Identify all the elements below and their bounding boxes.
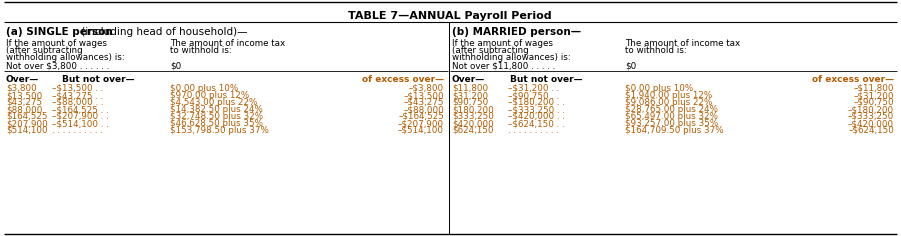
Text: –$420,000: –$420,000 [848, 119, 894, 128]
Text: $93,257.00 plus 35%: $93,257.00 plus 35% [625, 119, 718, 128]
Text: . . . . . . . . . .: . . . . . . . . . . [508, 126, 559, 135]
Text: Over—: Over— [6, 75, 40, 84]
Text: $164,525: $164,525 [6, 112, 48, 121]
Text: –$13,500 . .: –$13,500 . . [52, 84, 104, 93]
Text: $164,709.50 plus 37%: $164,709.50 plus 37% [625, 126, 724, 135]
Text: $14,382.50 plus 24%: $14,382.50 plus 24% [170, 105, 263, 114]
Text: –$207,900 . .: –$207,900 . . [52, 112, 109, 121]
Text: But not over—: But not over— [62, 75, 134, 84]
Text: –$180,200 . .: –$180,200 . . [508, 98, 565, 107]
Text: $0: $0 [170, 62, 181, 71]
Text: $0: $0 [625, 62, 636, 71]
Text: (after subtracting: (after subtracting [6, 46, 83, 55]
Text: –$13,500: –$13,500 [404, 91, 444, 100]
Text: –$420,000 . .: –$420,000 . . [508, 112, 565, 121]
Text: –$11,800: –$11,800 [853, 84, 894, 93]
Text: of excess over—: of excess over— [812, 75, 894, 84]
Text: TABLE 7—ANNUAL Payroll Period: TABLE 7—ANNUAL Payroll Period [348, 11, 551, 21]
Text: $333,250: $333,250 [452, 112, 494, 121]
Text: $31,200: $31,200 [452, 91, 488, 100]
Text: Not over $3,800 . . . . . .: Not over $3,800 . . . . . . [6, 62, 109, 71]
Text: –$31,200: –$31,200 [853, 91, 894, 100]
Text: But not over—: But not over— [510, 75, 583, 84]
Text: –$90,750: –$90,750 [853, 98, 894, 107]
Text: $180,200: $180,200 [452, 105, 494, 114]
Text: $65,497.00 plus 32%: $65,497.00 plus 32% [625, 112, 718, 121]
Text: of excess over—: of excess over— [362, 75, 444, 84]
Text: $0.00 plus 10%: $0.00 plus 10% [170, 84, 238, 93]
Text: If the amount of wages: If the amount of wages [6, 39, 107, 48]
Text: –$207,900: –$207,900 [398, 119, 444, 128]
Text: If the amount of wages: If the amount of wages [452, 39, 553, 48]
Text: –$164,525 . .: –$164,525 . . [52, 105, 109, 114]
Text: –$88,000: –$88,000 [404, 105, 444, 114]
Text: $514,100: $514,100 [6, 126, 48, 135]
Text: $90,750: $90,750 [452, 98, 488, 107]
Text: $28,765.00 plus 24%: $28,765.00 plus 24% [625, 105, 718, 114]
Text: (a) SINGLE person: (a) SINGLE person [6, 27, 113, 37]
Text: –$514,100: –$514,100 [398, 126, 444, 135]
Text: to withhold is:: to withhold is: [170, 46, 232, 55]
Text: $0.00 plus 10%: $0.00 plus 10% [625, 84, 693, 93]
Text: –$624,150: –$624,150 [848, 126, 894, 135]
Text: (including head of household)—: (including head of household)— [78, 27, 248, 37]
Text: $1,940.00 plus 12%: $1,940.00 plus 12% [625, 91, 713, 100]
Text: –$624,150 . .: –$624,150 . . [508, 119, 565, 128]
Text: –$164,525: –$164,525 [398, 112, 444, 121]
Text: –$31,200 . .: –$31,200 . . [508, 84, 560, 93]
Text: –$3,800: –$3,800 [409, 84, 444, 93]
Text: to withhold is:: to withhold is: [625, 46, 687, 55]
Text: –$180,200: –$180,200 [848, 105, 894, 114]
Text: $11,800: $11,800 [452, 84, 488, 93]
Text: $4,543.00 plus 22%: $4,543.00 plus 22% [170, 98, 258, 107]
Text: withholding allowances) is:: withholding allowances) is: [452, 53, 570, 62]
Text: $32,748.50 plus 32%: $32,748.50 plus 32% [170, 112, 263, 121]
Text: $153,798.50 plus 37%: $153,798.50 plus 37% [170, 126, 268, 135]
Text: The amount of income tax: The amount of income tax [170, 39, 285, 48]
Text: $970.00 plus 12%: $970.00 plus 12% [170, 91, 250, 100]
Text: $43,275: $43,275 [6, 98, 42, 107]
Text: $9,086.00 plus 22%: $9,086.00 plus 22% [625, 98, 713, 107]
Text: –$514,100 . .: –$514,100 . . [52, 119, 109, 128]
Text: $420,000: $420,000 [452, 119, 494, 128]
Text: –$90,750 . .: –$90,750 . . [508, 91, 560, 100]
Text: $13,500: $13,500 [6, 91, 42, 100]
Text: –$43,275 . .: –$43,275 . . [52, 91, 104, 100]
Text: $46,628.50 plus 35%: $46,628.50 plus 35% [170, 119, 263, 128]
Text: (after subtracting: (after subtracting [452, 46, 529, 55]
Text: –$333,250 . .: –$333,250 . . [508, 105, 565, 114]
Text: . . . . . . . . . .: . . . . . . . . . . [52, 126, 103, 135]
Text: $88,000: $88,000 [6, 105, 42, 114]
Text: Not over $11,800 . . . . .: Not over $11,800 . . . . . [452, 62, 555, 71]
Text: withholding allowances) is:: withholding allowances) is: [6, 53, 124, 62]
Text: –$333,250: –$333,250 [848, 112, 894, 121]
Text: –$43,275: –$43,275 [404, 98, 444, 107]
Text: $624,150: $624,150 [452, 126, 494, 135]
Text: $3,800: $3,800 [6, 84, 37, 93]
Text: –$88,000 . .: –$88,000 . . [52, 98, 104, 107]
Text: (b) MARRIED person—: (b) MARRIED person— [452, 27, 581, 37]
Text: $207,900: $207,900 [6, 119, 48, 128]
Text: Over—: Over— [452, 75, 486, 84]
Text: The amount of income tax: The amount of income tax [625, 39, 740, 48]
